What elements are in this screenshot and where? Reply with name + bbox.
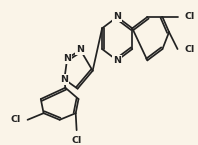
Text: N: N <box>113 12 121 21</box>
Text: Cl: Cl <box>71 136 82 145</box>
Text: N: N <box>63 54 71 63</box>
Text: N: N <box>113 56 121 65</box>
Text: Cl: Cl <box>184 45 194 54</box>
Text: N: N <box>76 46 84 55</box>
Text: Cl: Cl <box>11 115 21 124</box>
Text: N: N <box>60 75 68 84</box>
Text: Cl: Cl <box>184 12 194 21</box>
